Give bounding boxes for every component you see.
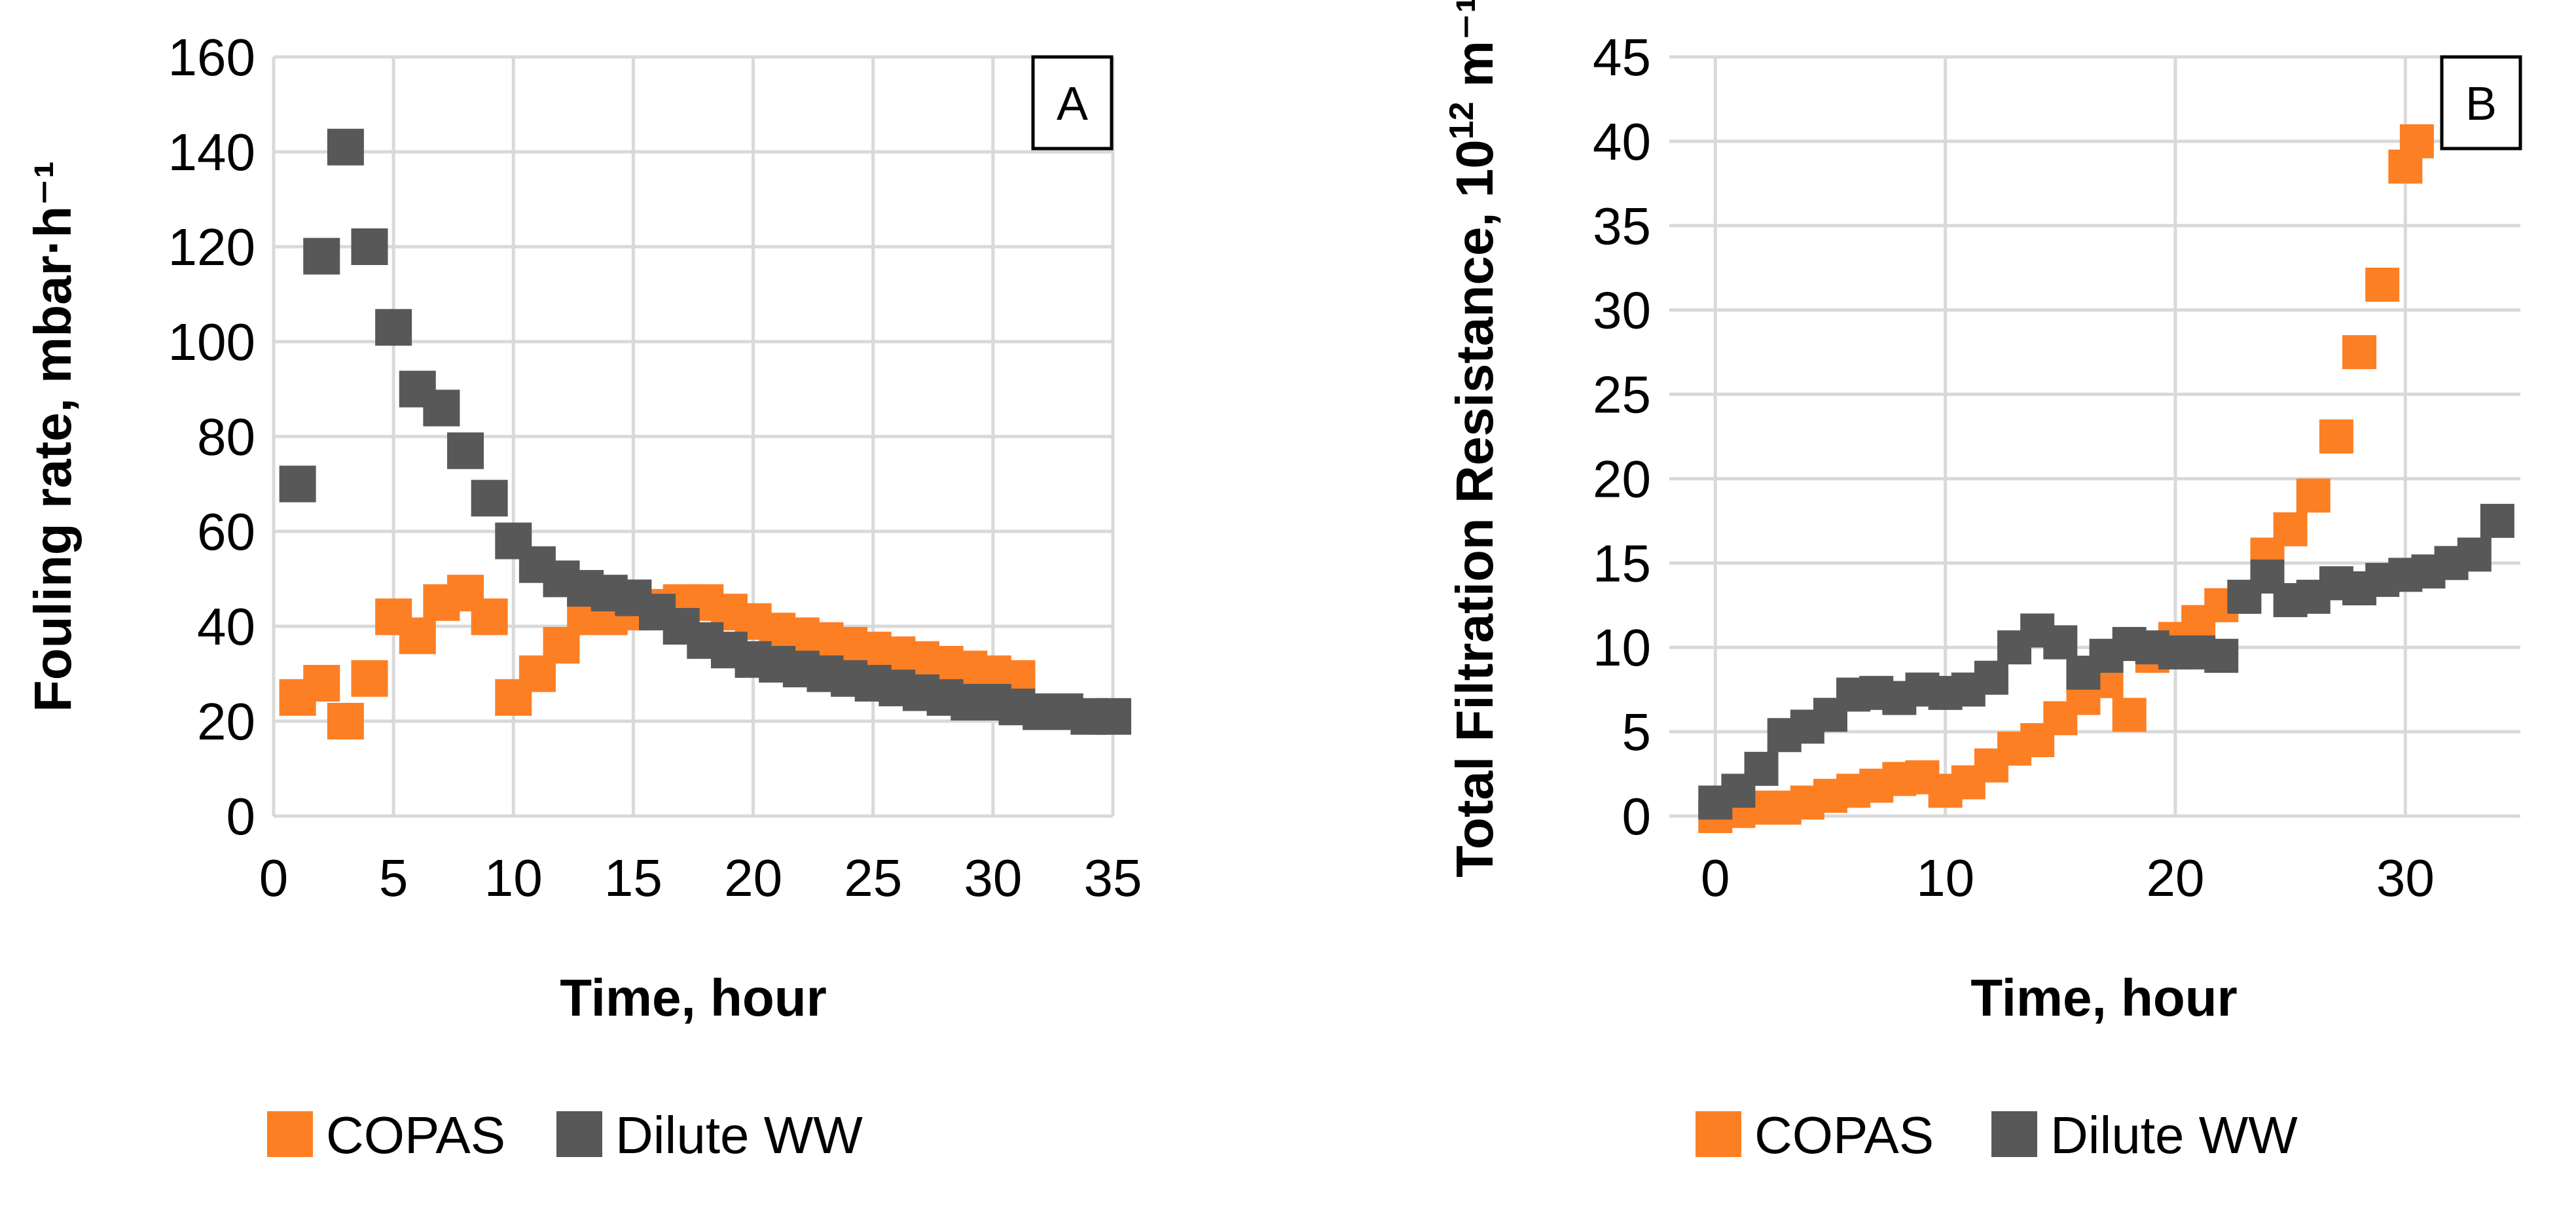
panel-label-box-a <box>1031 55 1114 151</box>
data-point-copas <box>327 703 364 740</box>
data-point-copas <box>2365 268 2400 302</box>
data-point-dilute-ww <box>279 465 316 503</box>
legend-label-dilute-ww-b: Dilute WW <box>2050 1106 2298 1164</box>
data-point-copas <box>2319 419 2353 454</box>
x-axis-title-b: Time, hour <box>1970 969 2237 1027</box>
y-axis-title-b: Total Filtration Resistance, 1012 m⁻¹ <box>1443 0 1504 878</box>
chart-panel-a: 0 20 40 60 80 100 120 140 160 0 5 10 15 20 25 30 35 A T… <box>24 28 1142 1164</box>
x-tick-label: 10 <box>484 849 543 907</box>
data-point-dilute-ww <box>2204 639 2239 673</box>
y-ticks-a: 0 20 40 60 80 100 120 140 160 <box>168 28 255 846</box>
y-tick-label: 25 <box>1593 366 1651 424</box>
data-point-dilute-ww <box>1095 698 1131 735</box>
data-point-dilute-ww <box>423 389 460 427</box>
y-axis-title-a: Fouling rate, mbar·h⁻¹ <box>24 161 82 712</box>
y-tick-label: 40 <box>197 597 255 656</box>
x-ticks-a: 0 5 10 15 20 25 30 35 <box>259 849 1142 907</box>
data-point-dilute-ww <box>351 228 388 265</box>
data-point-dilute-ww <box>303 238 340 275</box>
data-point-copas <box>2296 478 2331 513</box>
legend-label-copas-b: COPAS <box>1754 1106 1934 1164</box>
y-tick-label: 0 <box>1622 787 1652 846</box>
x-ticks-b: 0 10 20 30 <box>1701 849 2435 907</box>
legend-label-dilute-ww-a: Dilute WW <box>615 1106 863 1164</box>
data-point-copas <box>2273 512 2308 546</box>
data-point-dilute-ww <box>2457 537 2492 572</box>
y-tick-label: 140 <box>168 123 255 181</box>
panel-label-a: A <box>1057 78 1088 130</box>
x-tick-label: 10 <box>1916 849 1974 907</box>
y-tick-label: 100 <box>168 313 255 371</box>
data-point-dilute-ww <box>1974 660 2008 695</box>
legend-b: COPAS Dilute WW <box>1696 1106 2298 1164</box>
data-point-dilute-ww <box>471 480 508 517</box>
legend-swatch-copas-b <box>1696 1111 1741 1157</box>
data-point-copas <box>2112 698 2147 732</box>
data-point-copas <box>399 617 436 654</box>
data-point-copas <box>303 665 340 702</box>
y-axis-title-b-prefix: Total Filtration Resistance, 10 <box>1445 139 1504 878</box>
y-tick-label: 35 <box>1593 197 1651 255</box>
y-tick-label: 20 <box>1593 450 1651 508</box>
y-tick-label: 45 <box>1593 28 1651 86</box>
panel-label-box-b <box>2440 55 2522 151</box>
y-tick-label: 60 <box>197 503 255 561</box>
data-point-dilute-ww <box>447 432 484 469</box>
x-tick-label: 5 <box>379 849 408 907</box>
data-point-copas <box>2399 124 2434 158</box>
y-tick-label: 30 <box>1593 281 1651 340</box>
y-tick-label: 0 <box>227 787 256 846</box>
x-tick-label: 15 <box>604 849 662 907</box>
data-point-dilute-ww <box>2480 503 2514 538</box>
x-tick-label: 20 <box>2146 849 2204 907</box>
x-tick-label: 35 <box>1084 849 1142 907</box>
legend-swatch-dilute-ww-b <box>1991 1111 2037 1157</box>
y-tick-label: 120 <box>168 218 255 276</box>
legend-swatch-dilute-ww-a <box>556 1111 602 1157</box>
x-axis-title-a: Time, hour <box>560 969 826 1027</box>
legend-swatch-copas-a <box>267 1111 313 1157</box>
x-tick-label: 0 <box>259 849 289 907</box>
panel-label-b: B <box>2465 78 2497 130</box>
y-tick-label: 15 <box>1593 534 1651 592</box>
x-tick-label: 20 <box>724 849 782 907</box>
y-axis-title-b-suffix: m⁻¹ <box>1445 0 1504 101</box>
y-tick-label: 5 <box>1622 703 1652 761</box>
y-axis-title-b-sup: 12 <box>1443 101 1481 139</box>
y-ticks-b: 0 5 10 15 20 25 30 35 40 45 <box>1593 28 1651 846</box>
x-tick-label: 30 <box>964 849 1022 907</box>
legend-label-copas-a: COPAS <box>326 1106 505 1164</box>
data-point-dilute-ww <box>2043 625 2078 660</box>
data-point-copas <box>351 660 388 697</box>
legend-a: COPAS Dilute WW <box>267 1106 863 1164</box>
marks-b <box>1698 124 2514 833</box>
x-tick-label: 0 <box>1701 849 1730 907</box>
x-tick-label: 30 <box>2376 849 2435 907</box>
x-tick-label: 25 <box>844 849 902 907</box>
data-point-copas <box>2342 335 2377 370</box>
data-point-dilute-ww <box>327 128 364 166</box>
y-tick-label: 10 <box>1593 618 1651 677</box>
y-tick-label: 20 <box>197 692 255 751</box>
marks-a <box>279 128 1131 740</box>
y-tick-label: 160 <box>168 28 255 86</box>
y-tick-label: 80 <box>197 408 255 466</box>
data-point-copas <box>471 598 508 635</box>
y-tick-label: 40 <box>1593 113 1651 171</box>
data-point-dilute-ww <box>1744 751 1779 786</box>
grid-a <box>272 55 1115 818</box>
data-point-dilute-ww <box>375 309 412 346</box>
